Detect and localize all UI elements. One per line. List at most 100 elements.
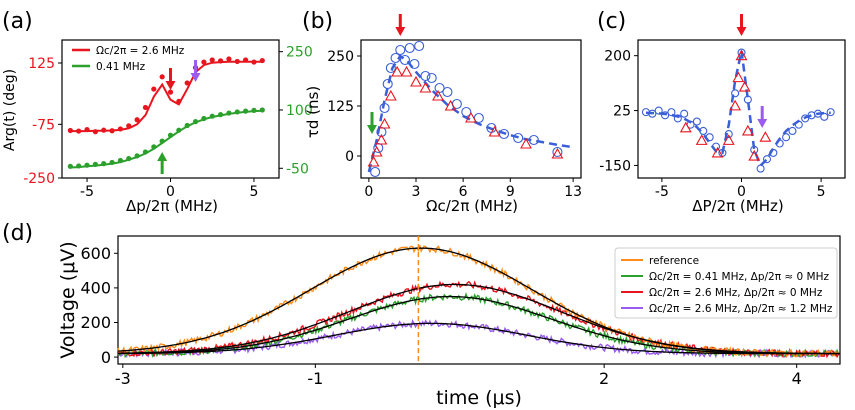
c-ytick-label: -150: [599, 158, 631, 174]
data-triangle-b: [367, 155, 380, 167]
x-axis-label-d: time (μs): [436, 387, 522, 409]
data-point-a-1: [251, 107, 257, 113]
arrow-c-red-head: [736, 27, 747, 36]
data-point-a-1: [259, 107, 265, 113]
data-triangle-b: [375, 133, 388, 145]
y-axis-label-d: Voltage (μV): [57, 241, 79, 358]
b-ytick-label: 125: [327, 99, 354, 115]
y-axis-label-left-a: Arg(t) (deg): [2, 69, 18, 151]
b-xtick-label: 13: [564, 184, 582, 200]
data-circle-b: [390, 52, 401, 64]
legend-label-a-0: Ωc/2π = 2.6 MHz: [96, 45, 185, 57]
d-xtick-label: 4: [792, 369, 802, 388]
data-point-a-0: [126, 123, 132, 129]
d-xtick-label: -3: [115, 369, 131, 388]
data-point-a-1: [67, 163, 73, 169]
arrow-a-green-head: [157, 152, 168, 161]
data-triangle-b: [444, 99, 457, 111]
data-circle-b: [434, 82, 445, 94]
data-circle-c: [769, 148, 778, 157]
a-right-ytick-label: 250: [286, 45, 313, 61]
data-point-a-1: [234, 109, 240, 115]
data-triangle-b: [432, 89, 444, 101]
a-left-ytick-label: 125: [28, 56, 55, 72]
data-point-a-0: [67, 127, 73, 134]
data-triangle-c: [679, 121, 692, 133]
legend-label-d-3: Ωc/2π = 2.6 MHz, Δp/2π ≈ 1.2 MHz: [649, 303, 833, 315]
data-triangle-b: [370, 145, 383, 157]
legend-label-d-0: reference: [649, 255, 699, 267]
data-point-a-1: [134, 153, 140, 159]
c-xtick-label: -5: [655, 184, 669, 200]
data-point-a-0: [201, 59, 207, 65]
data-circle-c: [648, 109, 657, 118]
b-xtick-label: 3: [412, 184, 421, 200]
data-circle-b: [414, 40, 425, 52]
data-triangle-c: [729, 99, 742, 111]
data-triangle-b: [488, 125, 501, 137]
data-triangle-b: [384, 89, 397, 101]
data-circle-c: [762, 155, 772, 164]
data-circle-b: [442, 86, 453, 98]
data-point-a-1: [126, 155, 132, 162]
data-triangle-c: [748, 149, 761, 161]
data-point-a-0: [176, 98, 182, 104]
data-circle-c: [743, 95, 752, 104]
data-point-a-0: [243, 57, 249, 63]
panel-d: (d) -3 -1 2 4 0 200 400 600 reference Ωc/2π = 0.4…: [2, 221, 841, 409]
fit-curve-d-3: [117, 322, 840, 355]
data-point-a-0: [151, 86, 157, 92]
a-left-ytick-label: -75: [32, 117, 55, 133]
data-circle-c: [801, 114, 810, 123]
data-triangle-c: [738, 80, 751, 92]
d-ytick-label: 600: [80, 244, 111, 263]
data-point-a-1: [84, 162, 90, 168]
c-xtick-label: 5: [817, 184, 826, 200]
data-point-a-0: [117, 126, 124, 132]
d-ytick-label: 200: [80, 313, 111, 332]
data-circle-b: [426, 72, 437, 84]
fit-curve-d-2: [117, 283, 840, 355]
arrow-a-purple-head: [190, 73, 201, 82]
data-point-a-0: [217, 58, 224, 64]
data-point-a-1: [142, 149, 149, 155]
data-triangle-b: [400, 65, 413, 77]
d-xtick-label: 2: [599, 369, 609, 388]
b-xtick-label: 6: [459, 184, 468, 200]
data-circle-b: [370, 166, 381, 178]
data-point-a-0: [142, 104, 149, 111]
data-point-a-1: [184, 122, 190, 129]
data-point-a-1: [92, 161, 98, 167]
data-circle-c: [826, 108, 835, 117]
data-circle-b: [552, 146, 563, 158]
data-point-a-1: [159, 138, 165, 144]
data-circle-c: [737, 48, 746, 57]
data-point-a-1: [101, 161, 107, 167]
data-circle-c: [782, 133, 791, 142]
data-point-a-1: [109, 159, 115, 166]
a-xtick-label: 0: [166, 184, 175, 200]
panel-label-d: (d): [2, 221, 33, 246]
data-triangle-b: [551, 147, 564, 159]
a-xtick-label: -5: [80, 184, 94, 200]
data-point-a-0: [251, 59, 257, 65]
data-circle-c: [667, 108, 676, 117]
plot-frame-d: [117, 235, 841, 365]
b-ytick-label: 250: [327, 49, 354, 65]
legend-box-d: [614, 247, 838, 319]
data-circle-b: [404, 42, 415, 54]
data-circle-c: [788, 126, 797, 136]
data-circle-b: [498, 128, 510, 140]
panel-label-b: (b): [302, 9, 333, 34]
fit-curve-d-1: [117, 295, 840, 355]
x-axis-label-c: ΔP/2π (MHz): [692, 197, 784, 215]
data-point-a-0: [84, 126, 90, 133]
data-point-a-0: [134, 117, 140, 123]
fit-line-b: [367, 54, 574, 173]
data-point-a-1: [217, 112, 224, 118]
data-point-a-1: [209, 113, 215, 119]
data-circle-c: [794, 120, 803, 129]
data-point-a-0: [234, 58, 240, 65]
b-ytick-label: 0: [345, 149, 354, 165]
